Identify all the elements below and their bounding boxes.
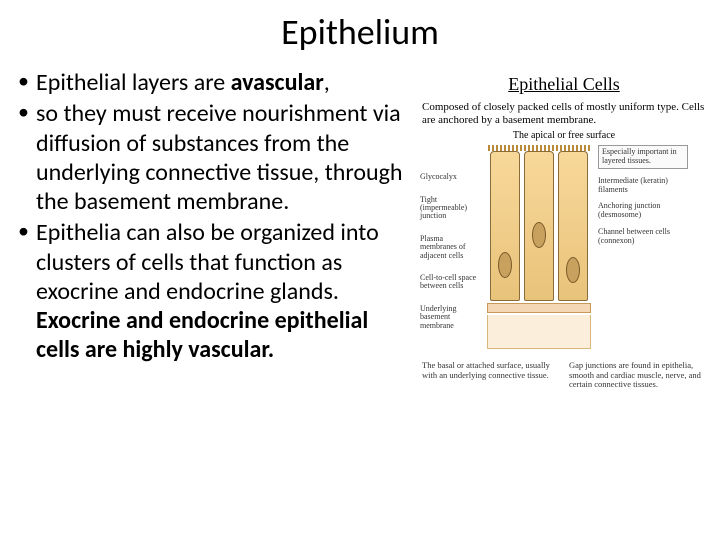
epithelial-cell bbox=[524, 151, 554, 301]
slide-title: Epithelium bbox=[0, 0, 720, 68]
nucleus-icon bbox=[532, 222, 546, 248]
bullet-list: Epithelial layers are avascular, so they… bbox=[16, 68, 416, 389]
bullet-1: Epithelial layers are avascular, bbox=[16, 68, 408, 97]
bullet-1-bold: avascular bbox=[231, 68, 324, 97]
figure-bottom-left: The basal or attached surface, usually w… bbox=[422, 361, 559, 389]
right-label-1: Intermediate (keratin) filaments bbox=[598, 177, 688, 195]
figure-title: Epithelial Cells bbox=[416, 74, 712, 95]
bullet-3: Epithelia can also be organized into clu… bbox=[16, 218, 408, 364]
right-label-0: Especially important in layered tissues. bbox=[598, 145, 688, 169]
epithelial-cell bbox=[558, 151, 588, 301]
content-row: Epithelial layers are avascular, so they… bbox=[0, 68, 720, 389]
left-label-0: Glycocalyx bbox=[420, 173, 480, 181]
figure-bottom-right: Gap junctions are found in epithelia, sm… bbox=[569, 361, 706, 389]
connective-tissue bbox=[487, 315, 591, 349]
left-label-3: Cell-to-cell space between cells bbox=[420, 274, 480, 291]
right-label-3: Channel between cells (connexon) bbox=[598, 228, 688, 246]
figure-right-labels: Especially important in layered tissues.… bbox=[598, 145, 688, 355]
basement-membrane bbox=[487, 303, 591, 313]
cells-drawing bbox=[484, 145, 594, 355]
nucleus-icon bbox=[498, 252, 512, 278]
left-label-2: Plasma membranes of adjacent cells bbox=[420, 235, 480, 260]
figure-apical-label: The apical or free surface bbox=[416, 130, 712, 141]
figure-bottom-captions: The basal or attached surface, usually w… bbox=[416, 355, 712, 389]
figure-left-labels: Glycocalyx Tight (impermeable) junction … bbox=[420, 145, 480, 355]
bullet-2: so they must receive nourishment via dif… bbox=[16, 99, 408, 216]
bullet-3-bold: Exocrine and endocrine epithelial cells … bbox=[36, 306, 368, 364]
bullet-1-pre: Epithelial layers are bbox=[36, 68, 231, 97]
figure-subtitle: Composed of closely packed cells of most… bbox=[416, 101, 712, 126]
right-label-2: Anchoring junction (desmosome) bbox=[598, 202, 688, 220]
nucleus-icon bbox=[566, 257, 580, 283]
bullet-1-post: , bbox=[324, 68, 330, 97]
epithelial-figure: Epithelial Cells Composed of closely pac… bbox=[416, 68, 712, 389]
left-label-4: Underlying basement membrane bbox=[420, 305, 480, 330]
bullet-3-pre: Epithelia can also be organized into clu… bbox=[36, 218, 379, 306]
figure-body: Glycocalyx Tight (impermeable) junction … bbox=[416, 145, 712, 355]
epithelial-cell bbox=[490, 151, 520, 301]
left-label-1: Tight (impermeable) junction bbox=[420, 196, 480, 221]
